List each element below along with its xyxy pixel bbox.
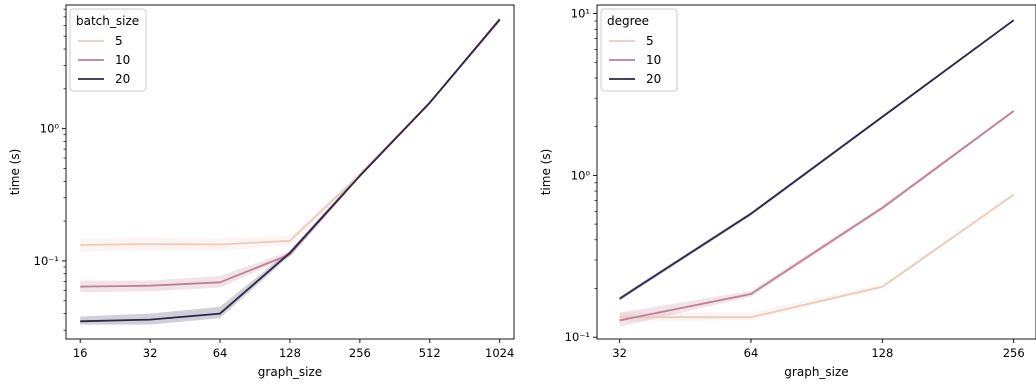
x-tick-label: 512 xyxy=(419,346,441,360)
y-tick-label: 10⁰ xyxy=(40,122,60,136)
y-tick-label: 10⁻¹ xyxy=(34,254,59,268)
legend-label: 5 xyxy=(115,34,123,48)
y-tick-label: 10⁻¹ xyxy=(565,330,590,344)
legend-title: degree xyxy=(607,14,649,28)
x-tick-label: 64 xyxy=(744,346,759,360)
x-axis-label: graph_size xyxy=(258,365,322,379)
y-tick-label: 10¹ xyxy=(571,7,590,21)
right-chart: 32 64 128 256 10⁻¹ 10⁰ 10¹ graph_size time (s) de… xyxy=(539,4,1036,379)
x-tick-label: 16 xyxy=(73,346,88,360)
legend-label: 20 xyxy=(646,72,661,86)
legend-box xyxy=(600,8,678,92)
series-line-10 xyxy=(619,110,1015,322)
x-tick-label: 256 xyxy=(1003,346,1025,360)
series-line-20 xyxy=(80,18,501,323)
y-axis-label: time (s) xyxy=(8,149,22,196)
left-chart: 16 32 64 128 256 512 1024 10⁻¹ 10⁰ graph_size time… xyxy=(8,4,515,379)
x-tick-label: 32 xyxy=(612,346,627,360)
ci-band-10 xyxy=(619,109,1014,327)
legend: batch_size 5 10 20 xyxy=(69,8,147,92)
x-tick-label: 128 xyxy=(279,346,301,360)
y-tick-label: 10⁰ xyxy=(571,168,591,182)
legend-label: 5 xyxy=(646,34,654,48)
legend-label: 20 xyxy=(115,72,130,86)
legend: degree 5 10 20 xyxy=(600,8,678,92)
series-line-20 xyxy=(619,19,1015,300)
x-tick-label: 128 xyxy=(871,346,893,360)
legend-label: 10 xyxy=(646,53,661,67)
legend-title: batch_size xyxy=(76,14,139,28)
legend-box xyxy=(69,8,147,92)
legend-label: 10 xyxy=(115,53,130,67)
series-line-5 xyxy=(619,193,1015,319)
y-axis-label: time (s) xyxy=(539,149,553,196)
x-tick-label: 256 xyxy=(349,346,371,360)
x-tick-label: 1024 xyxy=(485,346,514,360)
x-tick-label: 32 xyxy=(143,346,158,360)
ci-band-20 xyxy=(619,19,1014,301)
x-tick-label: 64 xyxy=(213,346,228,360)
x-axis-label: graph_size xyxy=(784,365,848,379)
plot-frame xyxy=(596,4,1036,340)
